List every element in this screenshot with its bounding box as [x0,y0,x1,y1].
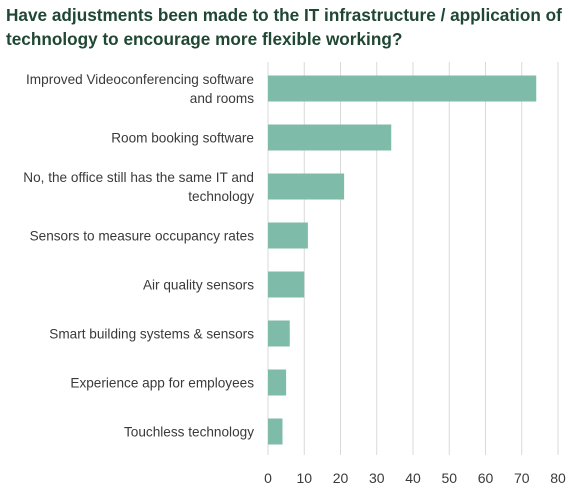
grid-lines [267,62,559,455]
x-tick-label: 10 [296,470,312,486]
category-label: Room booking software [111,131,254,146]
bar [268,320,290,347]
category-labels: Improved Videoconferencing software and r… [23,72,254,440]
x-tick-label: 70 [514,470,530,486]
bar [268,369,287,396]
category-label: No, the office still has the same IT and… [23,170,254,204]
x-tick-label: 40 [405,470,421,486]
bar [268,173,345,200]
category-label: Touchless technology [124,425,254,440]
category-label: Air quality sensors [143,278,254,293]
bar [268,222,308,249]
bar [268,75,537,102]
category-label: Experience app for employees [70,376,254,391]
bars [268,75,537,445]
x-tick-label: 80 [550,470,566,486]
bar [268,124,392,151]
x-tick-label: 50 [441,470,457,486]
x-axis-ticks: 0 10 20 30 40 50 60 70 80 [264,470,566,486]
category-label: Sensors to measure occupancy rates [30,229,255,244]
chart-title: Have adjustments been made to the IT inf… [6,5,562,49]
x-tick-label: 20 [333,470,349,486]
x-tick-label: 30 [369,470,385,486]
category-label: Smart building systems & sensors [49,327,254,342]
x-tick-label: 60 [478,470,494,486]
category-label: Improved Videoconferencing software and r… [26,72,254,106]
bar [268,418,283,445]
bar [268,271,305,298]
x-tick-label: 0 [264,470,272,486]
